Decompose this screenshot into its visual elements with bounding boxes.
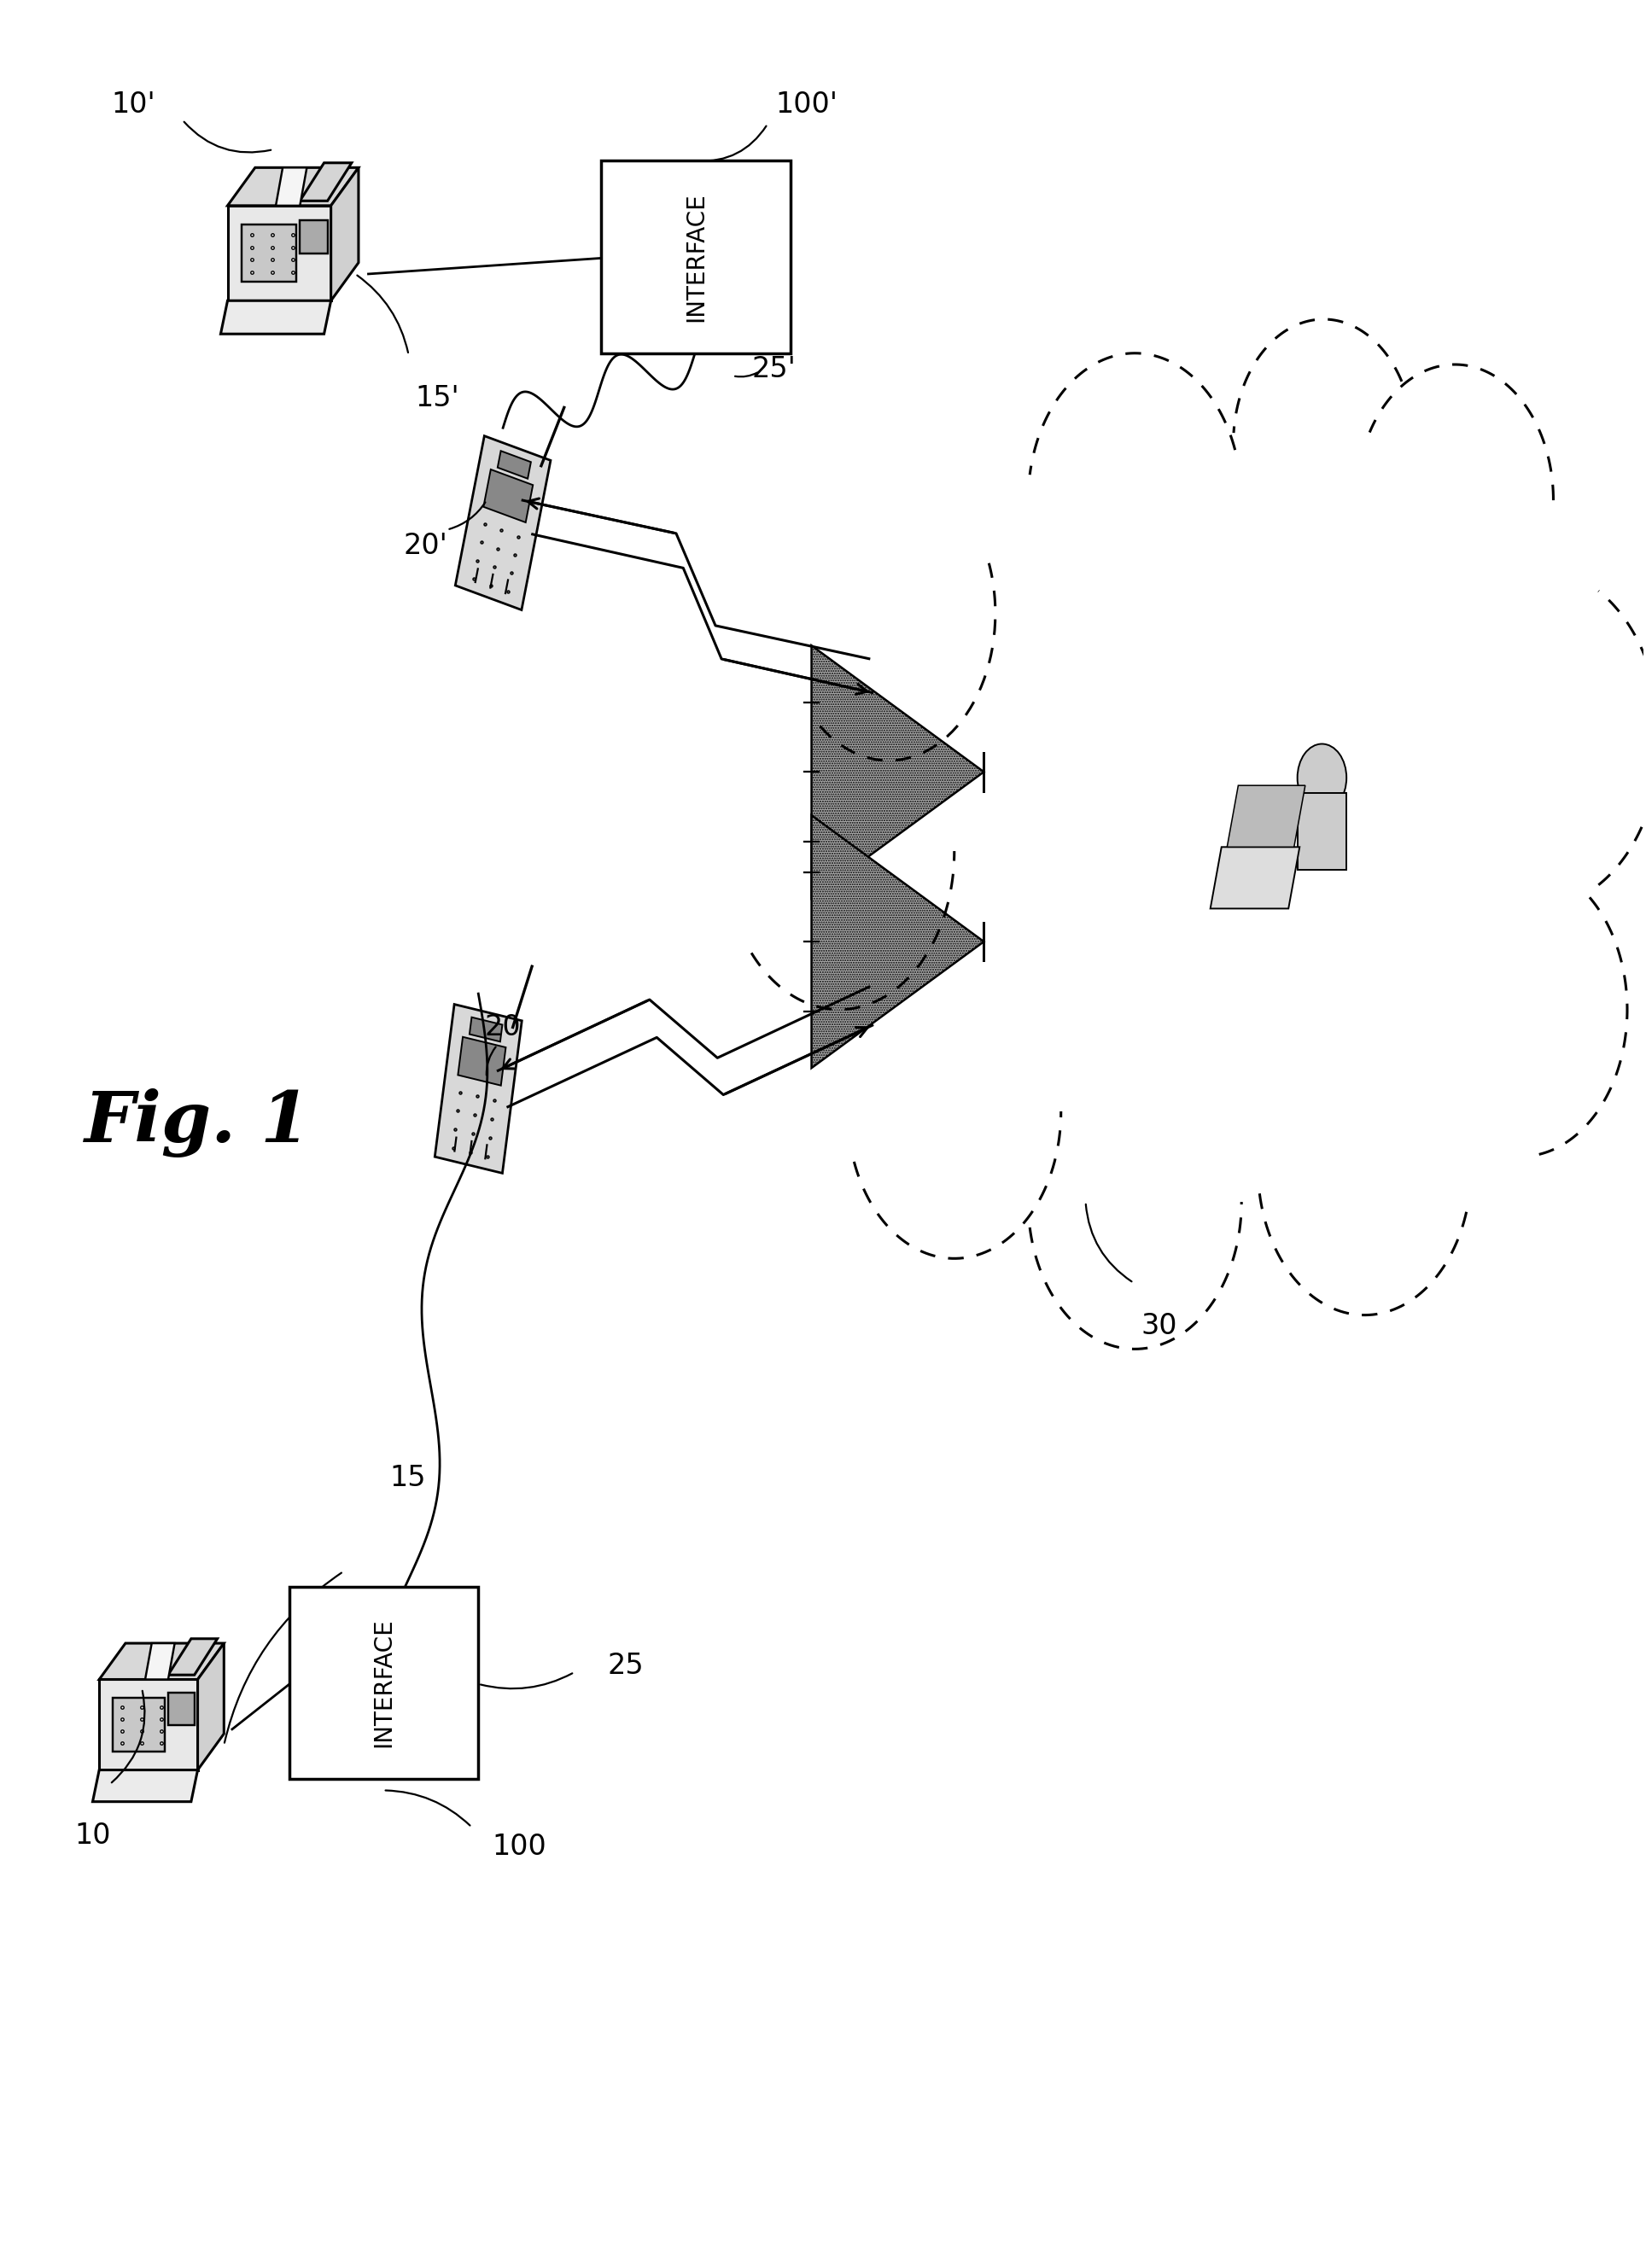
Polygon shape [1297, 794, 1346, 871]
Polygon shape [168, 1692, 194, 1724]
Polygon shape [331, 168, 359, 302]
Text: 25': 25' [752, 354, 797, 383]
Text: 25: 25 [607, 1651, 644, 1681]
Polygon shape [99, 1678, 198, 1769]
Polygon shape [300, 163, 352, 202]
Text: INTERFACE: INTERFACE [372, 1617, 397, 1749]
FancyBboxPatch shape [290, 1588, 479, 1778]
Text: 20: 20 [486, 1014, 522, 1041]
Text: 15: 15 [390, 1463, 426, 1492]
Polygon shape [811, 646, 984, 898]
Polygon shape [497, 451, 532, 479]
Polygon shape [92, 1769, 198, 1801]
Text: 100': 100' [775, 91, 838, 118]
Polygon shape [811, 814, 984, 1068]
Polygon shape [300, 220, 328, 254]
Polygon shape [198, 1644, 224, 1769]
Polygon shape [168, 1640, 217, 1676]
Polygon shape [277, 168, 306, 206]
Polygon shape [458, 1036, 505, 1086]
Polygon shape [227, 206, 331, 302]
Text: 30: 30 [1141, 1313, 1177, 1340]
Polygon shape [469, 1018, 502, 1041]
Polygon shape [242, 225, 296, 281]
Text: Fig. 1: Fig. 1 [84, 1089, 311, 1157]
Polygon shape [112, 1696, 165, 1751]
Text: INTERFACE: INTERFACE [683, 193, 708, 322]
Polygon shape [99, 1644, 224, 1678]
Text: 10: 10 [74, 1821, 110, 1851]
Polygon shape [227, 168, 359, 206]
Polygon shape [221, 302, 331, 333]
Polygon shape [1210, 846, 1300, 909]
Circle shape [1297, 744, 1346, 812]
Polygon shape [145, 1644, 174, 1678]
FancyBboxPatch shape [601, 161, 790, 354]
Polygon shape [435, 1005, 522, 1173]
Text: 100: 100 [492, 1833, 546, 1862]
Text: 10': 10' [112, 91, 156, 118]
Polygon shape [1226, 785, 1305, 846]
Text: 15': 15' [415, 383, 459, 413]
Polygon shape [484, 469, 533, 522]
Polygon shape [456, 435, 551, 610]
Text: 20': 20' [403, 531, 448, 560]
